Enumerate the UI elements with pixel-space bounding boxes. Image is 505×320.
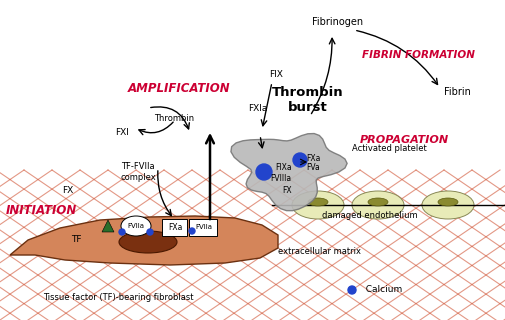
Text: Calcium: Calcium xyxy=(359,285,401,294)
Polygon shape xyxy=(230,133,346,211)
Text: FVa: FVa xyxy=(306,163,319,172)
Text: INITIATION: INITIATION xyxy=(6,204,77,217)
Text: FXa: FXa xyxy=(306,154,320,163)
Ellipse shape xyxy=(308,198,327,206)
Ellipse shape xyxy=(291,191,343,219)
Text: FVIIIa: FVIIIa xyxy=(270,173,290,182)
Circle shape xyxy=(292,153,307,167)
Text: FX: FX xyxy=(62,186,74,195)
Circle shape xyxy=(119,229,125,235)
Text: extracellular matrix: extracellular matrix xyxy=(278,247,361,257)
Polygon shape xyxy=(138,220,149,232)
Text: Fibrinogen: Fibrinogen xyxy=(312,17,363,27)
Text: FIXa: FIXa xyxy=(274,163,291,172)
Ellipse shape xyxy=(351,191,403,219)
Ellipse shape xyxy=(421,191,473,219)
Text: TF: TF xyxy=(71,236,81,244)
Text: FXa: FXa xyxy=(168,222,182,231)
Text: FIBRIN FORMATION: FIBRIN FORMATION xyxy=(361,50,474,60)
Text: FVIIa: FVIIa xyxy=(127,223,144,229)
Text: Activated platelet: Activated platelet xyxy=(351,143,426,153)
Ellipse shape xyxy=(367,198,387,206)
Circle shape xyxy=(347,286,356,294)
Ellipse shape xyxy=(119,231,177,253)
Text: FX: FX xyxy=(281,186,291,195)
Circle shape xyxy=(189,228,194,234)
Text: damaged endothelium: damaged endothelium xyxy=(322,211,417,220)
Polygon shape xyxy=(102,220,114,232)
Text: Tissue factor (TF)-bearing fibroblast: Tissue factor (TF)-bearing fibroblast xyxy=(42,292,193,301)
FancyBboxPatch shape xyxy=(189,219,217,236)
Text: Fibrin: Fibrin xyxy=(443,87,470,97)
Text: AMPLIFICATION: AMPLIFICATION xyxy=(128,82,230,94)
Text: FVIIa: FVIIa xyxy=(195,224,212,230)
Text: FIX: FIX xyxy=(269,69,282,78)
Text: PROPAGATION: PROPAGATION xyxy=(359,135,448,145)
Polygon shape xyxy=(10,216,277,265)
Text: FXIa: FXIa xyxy=(248,103,267,113)
Ellipse shape xyxy=(121,216,150,236)
Circle shape xyxy=(256,164,272,180)
FancyBboxPatch shape xyxy=(162,219,187,236)
Text: Thrombin
burst: Thrombin burst xyxy=(272,86,343,114)
Text: Thrombin: Thrombin xyxy=(154,114,194,123)
Ellipse shape xyxy=(437,198,457,206)
Text: TF-FVIIa
complex: TF-FVIIa complex xyxy=(120,162,156,182)
Text: FXI: FXI xyxy=(115,127,129,137)
Polygon shape xyxy=(120,220,132,232)
Circle shape xyxy=(147,229,153,235)
